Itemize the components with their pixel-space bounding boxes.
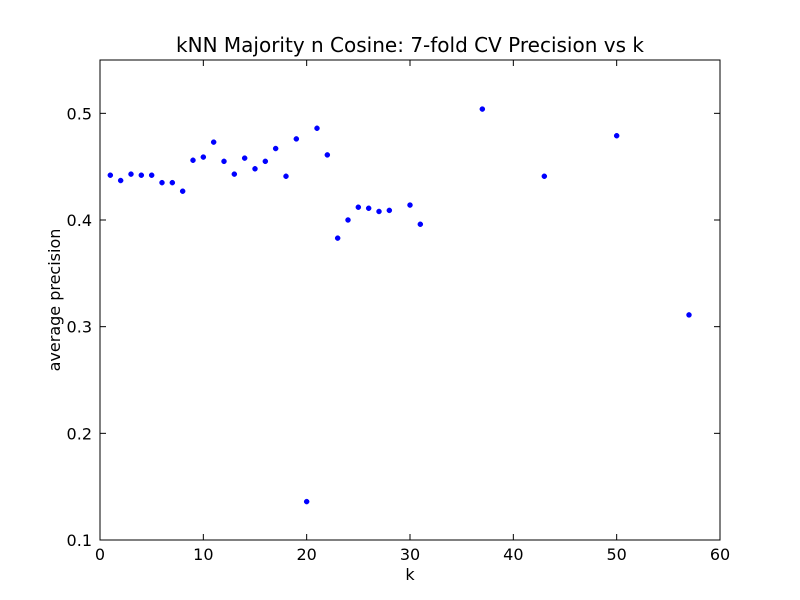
data-point bbox=[293, 136, 300, 142]
y-tick-label: 0.5 bbox=[67, 104, 92, 123]
data-point bbox=[138, 172, 145, 178]
data-point bbox=[231, 171, 238, 177]
data-point bbox=[159, 179, 165, 186]
data-point bbox=[376, 208, 382, 215]
data-points bbox=[107, 106, 692, 505]
plot-area-frame bbox=[99, 59, 721, 541]
data-point bbox=[541, 173, 548, 180]
x-tick-label: 20 bbox=[296, 545, 316, 564]
data-point bbox=[128, 171, 134, 177]
axis-ticks: 0 10 20 30 40 50 60 0.1 0.2 0.3 0.4 0.5 bbox=[67, 60, 730, 564]
data-point bbox=[386, 207, 393, 214]
data-point bbox=[345, 217, 351, 223]
data-point bbox=[117, 177, 124, 184]
data-point bbox=[355, 204, 362, 210]
data-point bbox=[169, 179, 176, 186]
data-point bbox=[417, 221, 424, 228]
data-point bbox=[407, 202, 413, 208]
data-point bbox=[190, 157, 196, 164]
data-point bbox=[303, 498, 310, 505]
y-tick-label: 0.4 bbox=[67, 211, 92, 230]
data-point bbox=[324, 152, 331, 158]
data-point bbox=[200, 154, 207, 160]
x-axis-label: k bbox=[405, 565, 415, 584]
data-point bbox=[334, 235, 341, 241]
data-point bbox=[262, 158, 269, 165]
data-point bbox=[210, 139, 217, 145]
x-tick-label: 50 bbox=[606, 545, 626, 564]
data-point bbox=[241, 155, 248, 161]
data-point bbox=[283, 173, 289, 180]
y-tick-label: 0.2 bbox=[67, 424, 92, 443]
y-tick-label: 0.3 bbox=[67, 318, 92, 337]
data-point bbox=[272, 145, 279, 152]
y-tick-label: 0.1 bbox=[67, 531, 92, 550]
x-tick-label: 10 bbox=[193, 545, 213, 564]
x-tick-label: 30 bbox=[400, 545, 420, 564]
data-point bbox=[107, 172, 114, 178]
x-tick-label: 0 bbox=[95, 545, 105, 564]
data-point bbox=[686, 312, 692, 318]
data-point bbox=[365, 205, 372, 212]
data-point bbox=[479, 106, 486, 112]
data-point bbox=[252, 166, 258, 172]
data-point bbox=[613, 132, 620, 139]
x-tick-label: 40 bbox=[503, 545, 523, 564]
y-axis-label: average precision bbox=[45, 229, 64, 372]
x-tick-label: 60 bbox=[710, 545, 730, 564]
data-point bbox=[148, 172, 155, 178]
data-point bbox=[314, 125, 320, 132]
data-point bbox=[221, 158, 227, 165]
chart-title: kNN Majority n Cosine: 7-fold CV Precisi… bbox=[176, 33, 644, 57]
data-point bbox=[179, 188, 186, 194]
